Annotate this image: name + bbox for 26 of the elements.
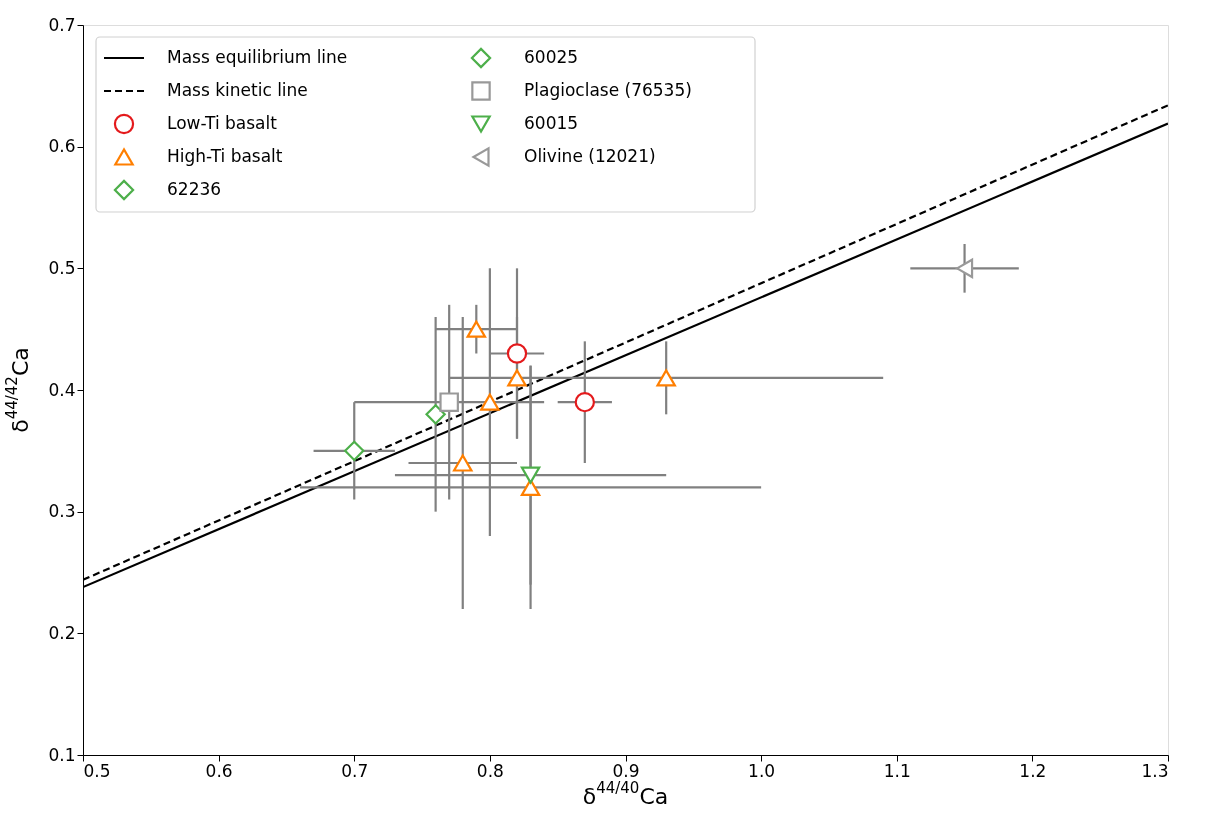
legend-label: Plagioclase (76535) [524,80,692,100]
legend-label: Olivine (12021) [524,146,656,166]
x-tick-label: 1.0 [748,760,776,781]
y-tick-label: 0.2 [48,622,76,643]
legend-label: 60015 [524,113,579,133]
legend-label: Low-Ti basalt [167,113,278,133]
y-tick-label: 0.6 [48,136,76,157]
y-tick-label: 0.1 [48,744,76,765]
y-tick-label: 0.7 [48,14,76,35]
x-tick-label: 0.6 [205,760,233,781]
x-tick-label: 1.1 [883,760,911,781]
y-tick-label: 0.3 [48,501,76,522]
legend-label: 62236 [167,179,222,199]
x-tick-label: 1.2 [1019,760,1047,781]
y-tick-label: 0.5 [48,257,76,278]
y-tick-label: 0.4 [48,379,76,400]
x-tick-label: 0.7 [341,760,369,781]
legend-label: Mass kinetic line [167,80,308,100]
legend-label: Mass equilibrium line [167,47,348,67]
x-tick-label: 0.5 [83,760,111,781]
y-axis-title: δ44/42Ca [3,347,33,433]
legend-label: 60025 [524,47,579,67]
x-tick-label: 0.8 [476,760,504,781]
x-tick-label: 0.9 [612,760,640,781]
x-tick-label: 1.3 [1141,760,1169,781]
legend-label: High-Ti basalt [167,146,283,166]
